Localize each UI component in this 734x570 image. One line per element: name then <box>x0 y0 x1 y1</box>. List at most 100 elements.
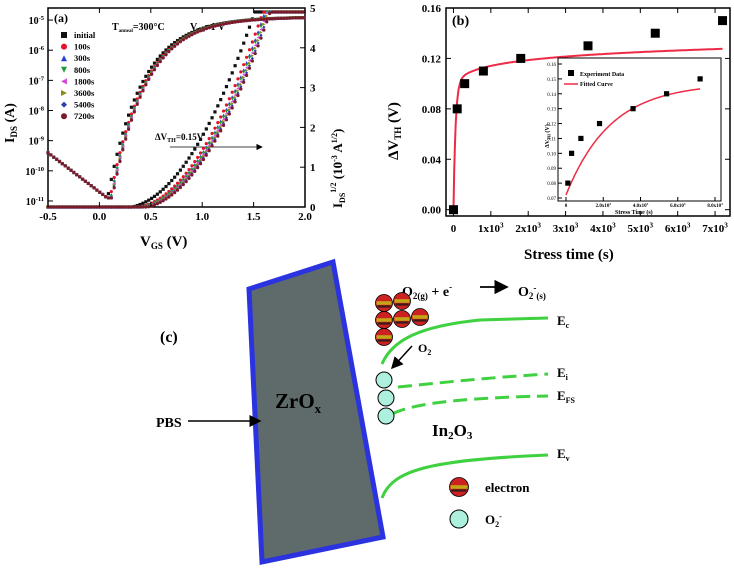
sqrt-curve-point <box>207 121 211 126</box>
log-curve-point <box>132 110 136 114</box>
inset-data-point <box>697 76 703 82</box>
sqrt-curve-point <box>147 198 151 202</box>
log-curve-point <box>262 17 266 21</box>
sqrt-curve-point <box>187 167 191 172</box>
sqrt-curve-point <box>155 192 159 196</box>
log-curve-point <box>57 159 62 164</box>
zrox-label: ZrOx <box>275 389 322 416</box>
log-curve-point <box>164 48 168 52</box>
sqrt-curve-point <box>259 27 263 32</box>
adsorbed-o2-ion <box>377 389 395 407</box>
sqrt-curve-point <box>216 130 220 134</box>
log-curve-point <box>138 95 142 99</box>
log-curve-point <box>296 16 301 20</box>
sqrt-curve-point <box>173 187 177 191</box>
sqrt-curve-point <box>270 10 275 14</box>
sqrt-curve-point <box>233 95 237 99</box>
sqrt-curve-point <box>213 135 217 140</box>
sqrt-curve-point <box>259 30 263 35</box>
sqrt-curve-point <box>204 150 208 154</box>
log-curve-point <box>135 102 139 106</box>
sqrt-curve-point <box>213 139 217 143</box>
x-tick-label-b: 6x103 <box>665 222 691 235</box>
sqrt-curve-point <box>173 184 177 188</box>
legend-label-a: 7200s <box>74 111 95 121</box>
y-tick-label-b: 0.12 <box>422 53 442 65</box>
sqrt-curve-point <box>262 25 266 29</box>
log-curve-point <box>175 38 180 43</box>
sqrt-curve-point <box>236 91 240 95</box>
sqrt-curve-point <box>245 33 249 37</box>
log-curve-point <box>129 112 134 116</box>
sqrt-curve-point <box>55 205 59 209</box>
sqrt-curve-point <box>291 10 295 14</box>
sqrt-curve-point <box>253 40 257 45</box>
x-tick-label-a: -0.5 <box>39 211 57 223</box>
log-curve-point <box>265 17 269 21</box>
y-tick-label-b: 0.00 <box>422 205 442 217</box>
log-curve-point <box>216 23 220 27</box>
sqrt-curve-point <box>259 33 263 37</box>
sqrt-curve-point <box>201 146 206 151</box>
panel-c-label: (c) <box>160 329 178 346</box>
sqrt-curve-point <box>207 145 211 150</box>
sqrt-curve-point <box>242 63 246 67</box>
sqrt-curve-point <box>204 148 208 153</box>
sqrt-curve-point <box>239 49 243 53</box>
sqrt-curve-point <box>242 68 246 72</box>
log-curve-point <box>69 168 73 172</box>
o2-arrow-label: O2 <box>418 341 431 357</box>
sqrt-curve-point <box>227 97 231 101</box>
legend-electron-shape <box>449 477 469 497</box>
log-curve-point <box>147 77 151 82</box>
sqrt-curve-point <box>196 142 200 146</box>
log-curve-point <box>101 192 105 197</box>
sqrt-curve-point <box>63 205 67 209</box>
sqrt-curve-point <box>216 121 220 125</box>
sqrt-curve-point <box>230 97 234 101</box>
sqrt-curve-point <box>262 28 266 32</box>
sqrt-curve-point <box>190 168 194 172</box>
sqrt-curve-point <box>236 89 240 93</box>
inset-legend-fit: Fitted Curve <box>580 82 613 88</box>
sqrt-curve-point <box>175 188 180 192</box>
efs-label: EFS <box>557 388 576 405</box>
log-curve-point <box>239 19 243 23</box>
log-curve-point <box>291 16 295 20</box>
sqrt-curve-point <box>253 43 257 47</box>
sqrt-curve-point <box>213 110 217 114</box>
sqrt-curve-point <box>299 10 303 14</box>
log-curve-point <box>259 17 263 22</box>
sqrt-curve-point <box>247 61 252 65</box>
sqrt-curve-point <box>230 106 234 110</box>
sqrt-curve-point <box>204 127 208 131</box>
data-point-b <box>718 16 728 26</box>
log-curve-point <box>268 17 272 21</box>
sqrt-curve-point <box>152 194 157 198</box>
legend-electron-icon <box>449 477 469 497</box>
ev-label: Ev <box>557 446 570 463</box>
y-right-tick-label-a: 4 <box>310 43 316 55</box>
sqrt-curve-point <box>245 73 249 77</box>
log-curve-point <box>109 189 113 194</box>
sqrt-curve-point <box>155 202 159 206</box>
y-left-tick-label-a: 10-8 <box>29 106 45 118</box>
log-curve-point <box>129 115 134 119</box>
electron-band <box>450 485 468 489</box>
log-curve-point <box>288 16 292 20</box>
data-point-b <box>478 66 488 76</box>
sqrt-curve-point <box>144 200 148 204</box>
log-curve-point <box>164 53 168 57</box>
electron-stripe <box>395 303 409 306</box>
log-curve-point <box>46 151 50 155</box>
log-curve-point <box>89 184 93 188</box>
electron-stripe <box>413 319 427 322</box>
sqrt-curve-point <box>184 180 188 184</box>
log-curve-point <box>253 18 257 22</box>
sqrt-curve-point <box>112 205 116 209</box>
inset-frame <box>557 57 722 202</box>
sqrt-curve-point <box>204 142 208 146</box>
sqrt-curve-point <box>279 10 283 14</box>
sqrt-curve-point <box>239 87 243 91</box>
